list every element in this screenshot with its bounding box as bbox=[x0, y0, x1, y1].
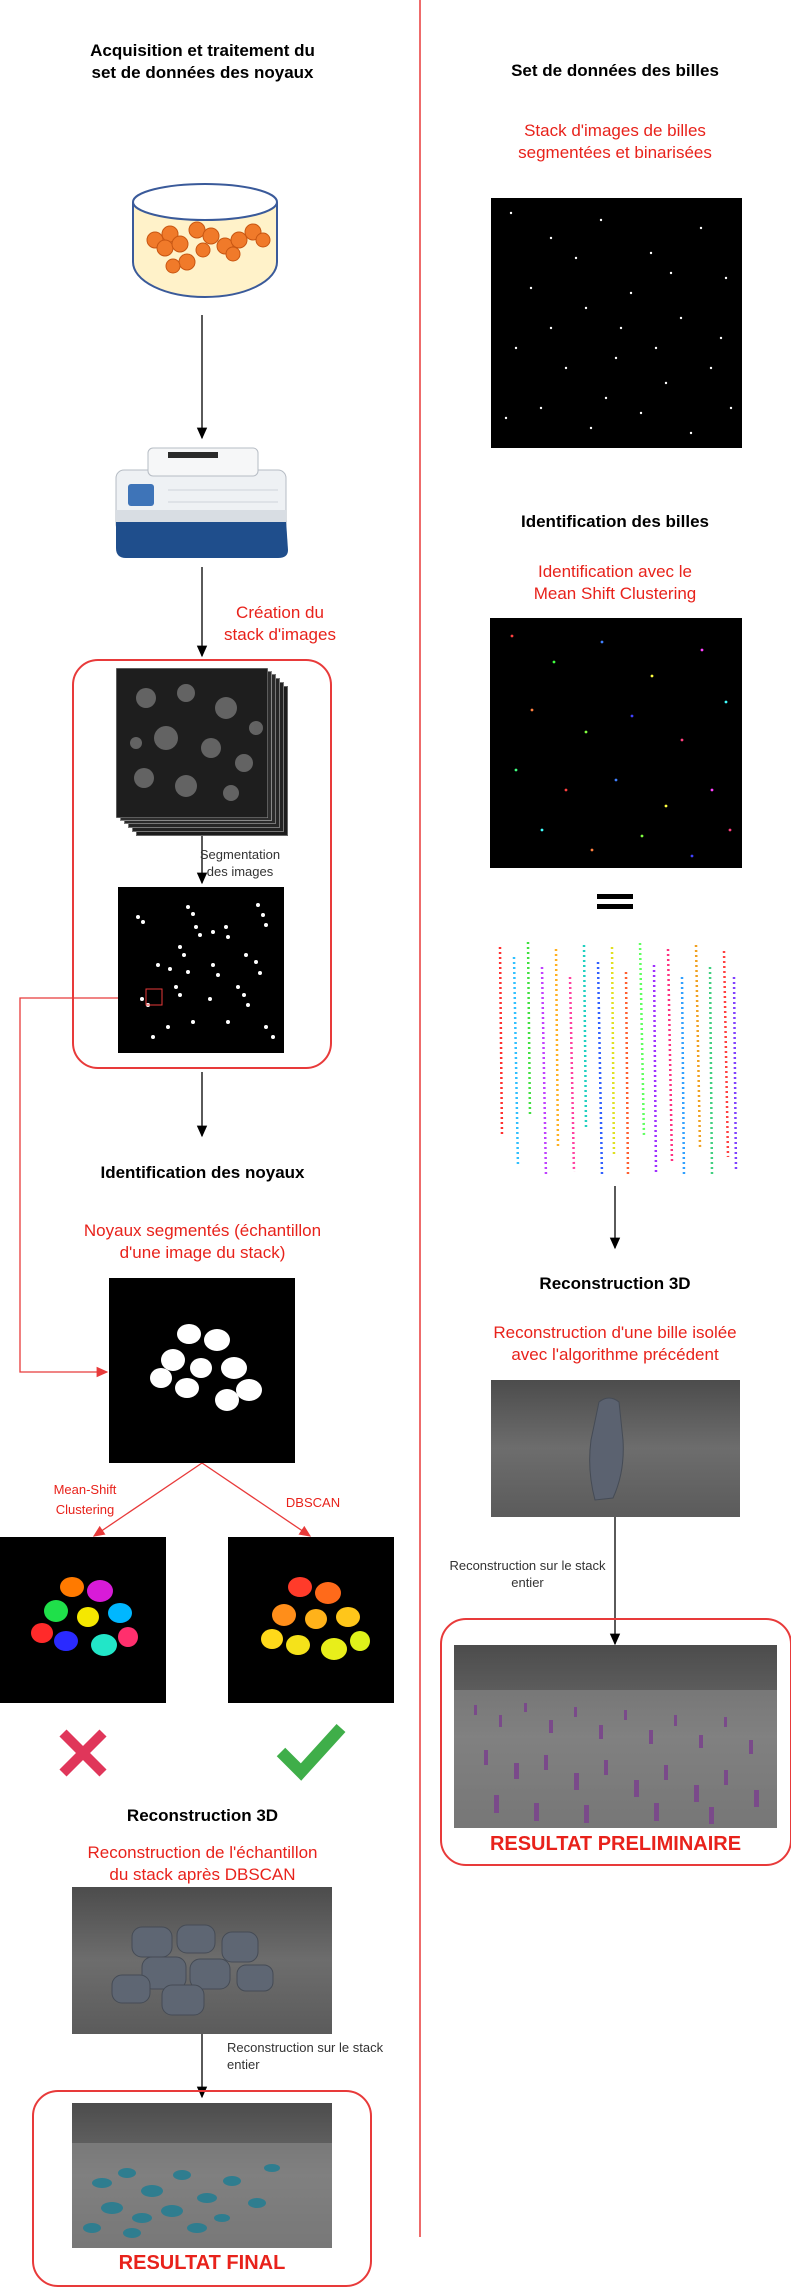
preliminary-result-image bbox=[454, 1645, 777, 1828]
bead-recon-image bbox=[491, 1380, 740, 1517]
check-icon bbox=[276, 1723, 346, 1781]
stack-top-image bbox=[116, 668, 268, 818]
meanshift-label: Mean-Shift Clustering bbox=[53, 1482, 117, 1517]
dbscan-label: DBSCAN bbox=[285, 1495, 341, 1510]
right-reconstruction-title: Reconstruction 3D bbox=[539, 1274, 691, 1293]
arrow-sample-to-nuclei bbox=[19, 997, 155, 1378]
arrow-to-meanshift bbox=[92, 1462, 203, 1537]
preliminary-result-label: RESULTAT PRELIMINAIRE bbox=[489, 1833, 742, 1855]
nuclei-identification-subtitle: Noyaux segmentés (échantillon d'une imag… bbox=[83, 1221, 322, 1262]
final-result-image bbox=[72, 2103, 332, 2248]
processing-box bbox=[72, 659, 332, 1069]
left-title: Acquisition et traitement du set de donn… bbox=[90, 41, 315, 82]
nuclei-sample-image bbox=[109, 1278, 295, 1463]
left-reconstruction-subtitle: Reconstruction de l'échantillon du stack… bbox=[87, 1843, 318, 1884]
image-stack bbox=[116, 668, 291, 840]
beads-identification-subtitle: Identification avec le Mean Shift Cluste… bbox=[533, 562, 697, 603]
beads-clusters-image bbox=[488, 937, 741, 1184]
beads-identified-image bbox=[490, 618, 742, 868]
microscope-icon bbox=[115, 447, 288, 558]
left-reconstruction-title: Reconstruction 3D bbox=[126, 1806, 279, 1825]
right-title: Set de données des billes bbox=[511, 61, 719, 80]
final-result-box bbox=[32, 2090, 372, 2287]
equals-icon bbox=[597, 894, 633, 909]
right-full-stack-label: Reconstruction sur le stack entier bbox=[449, 1558, 606, 1590]
dbscan-result-image bbox=[228, 1537, 394, 1703]
final-result-label: RESULTAT FINAL bbox=[118, 2252, 286, 2274]
cross-icon bbox=[59, 1729, 107, 1777]
dish-icon bbox=[132, 183, 278, 298]
segmentation-label: Segmentation des images bbox=[199, 847, 281, 879]
nuclei-identification-title: Identification des noyaux bbox=[100, 1163, 305, 1182]
stack-creation-label: Création du stack d'images bbox=[224, 603, 336, 644]
arrow-to-dbscan bbox=[201, 1462, 312, 1537]
right-reconstruction-subtitle: Reconstruction d'une bille isolée avec l… bbox=[493, 1323, 737, 1364]
beads-stack-subtitle: Stack d'images de billes segmentées et b… bbox=[518, 121, 712, 162]
meanshift-result-image bbox=[0, 1537, 166, 1703]
beads-identification-title: Identification des billes bbox=[521, 512, 709, 531]
left-full-stack-label: Reconstruction sur le stack entier bbox=[227, 2040, 384, 2072]
segmented-image bbox=[118, 887, 284, 1053]
left-recon-sample-image bbox=[72, 1887, 332, 2034]
beads-binary-image bbox=[491, 198, 742, 448]
